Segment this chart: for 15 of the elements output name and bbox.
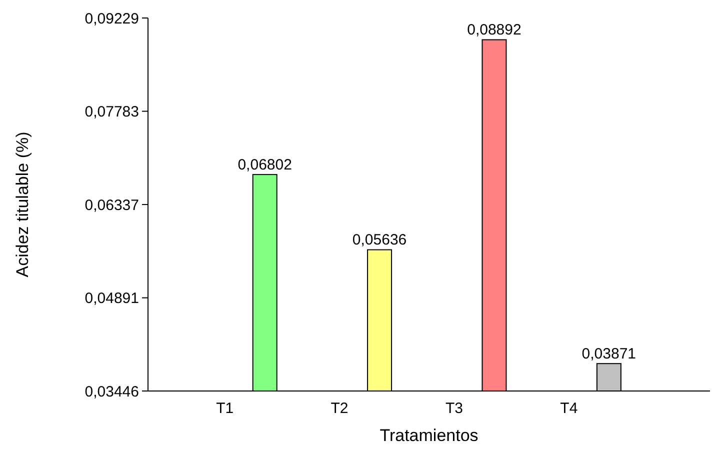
- data-label: 0,06802: [238, 156, 292, 174]
- data-label: 0,05636: [352, 232, 407, 249]
- x-tick-label: T3: [445, 400, 463, 417]
- x-tick-label: T1: [216, 400, 234, 417]
- y-tick-label: 0,03446: [84, 383, 139, 400]
- y-tick-label: 0,04891: [84, 290, 139, 308]
- y-axis-title: Acidez titulable (%): [13, 132, 32, 278]
- x-tick-label: T4: [560, 400, 578, 417]
- data-label: 0,08892: [467, 22, 522, 39]
- x-tick-label: T2: [330, 400, 348, 417]
- data-label: 0,03871: [582, 346, 636, 363]
- y-tick-label: 0,06337: [84, 196, 139, 214]
- y-tick-label: 0,07783: [84, 104, 139, 121]
- x-axis-title: Tratamientos: [380, 426, 478, 445]
- y-tick-label: 0,09229: [84, 10, 139, 28]
